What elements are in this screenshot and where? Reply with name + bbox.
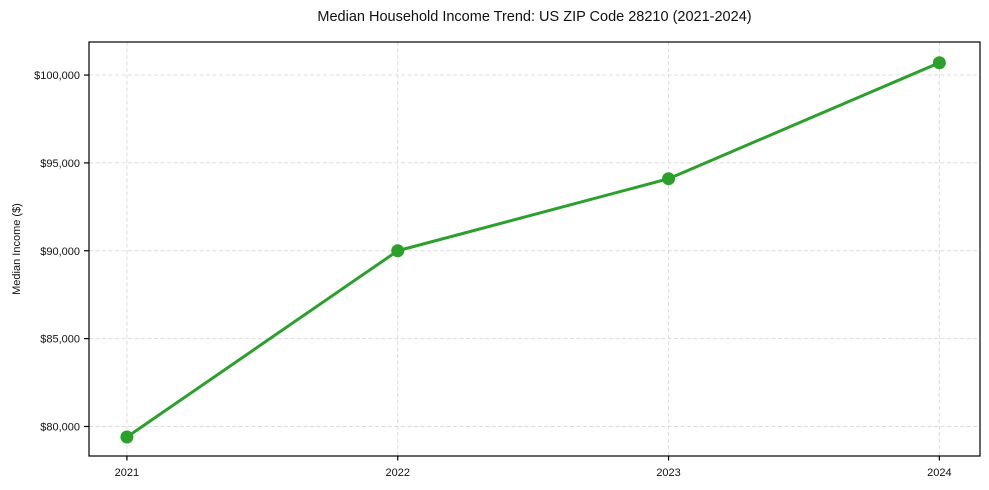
data-point — [120, 430, 134, 444]
y-tick-label: $85,000 — [40, 334, 80, 346]
trend-line — [125, 61, 941, 439]
x-tick-label: 2022 — [385, 467, 409, 479]
x-tick-label: 2024 — [927, 467, 951, 479]
y-tick-label: $100,000 — [34, 70, 80, 82]
y-tick-label: $90,000 — [40, 246, 80, 258]
x-tick-label: 2023 — [656, 467, 680, 479]
plot-border — [88, 41, 981, 457]
y-tick-label: $80,000 — [40, 421, 80, 433]
y-tick-label: $95,000 — [40, 158, 80, 170]
data-point — [662, 172, 676, 186]
data-point — [932, 56, 946, 70]
data-point — [391, 244, 405, 258]
x-tick-label: 2021 — [115, 467, 139, 479]
chart-title: Median Household Income Trend: US ZIP Co… — [317, 9, 752, 25]
